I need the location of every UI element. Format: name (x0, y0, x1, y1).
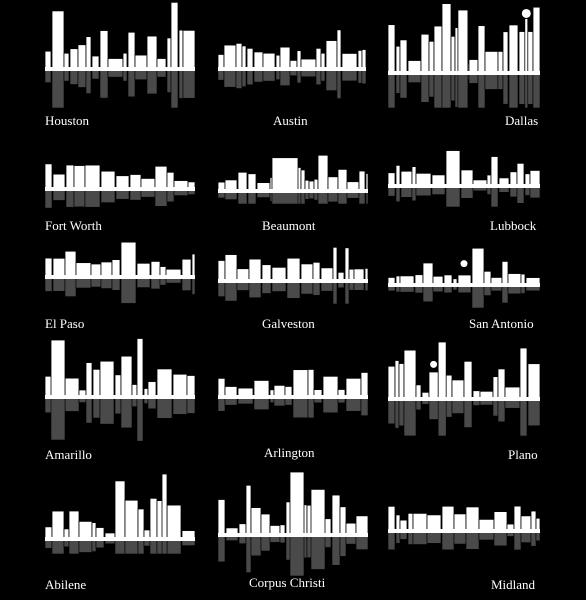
city-label-midland: Midland (491, 577, 536, 592)
city-label-abilene: Abilene (45, 577, 87, 592)
skyline-san-antonio (387, 247, 541, 309)
city-label-austin: Austin (273, 113, 308, 128)
city-label-amarillo: Amarillo (45, 447, 92, 462)
city-label-beaumont: Beaumont (262, 218, 316, 233)
skyline-amarillo (44, 338, 196, 442)
city-label-san-antonio: San Antonio (469, 316, 534, 331)
skyline-lubbock (387, 150, 541, 208)
skyline-el-paso (44, 241, 196, 304)
skyline-abilene (44, 473, 196, 555)
skyline-galveston (217, 246, 369, 305)
skyline-arlington (217, 369, 369, 419)
skyline-dallas (387, 3, 541, 109)
skyline-fort-worth (44, 163, 196, 209)
skyline-midland (387, 505, 541, 551)
city-label-houston: Houston (45, 113, 90, 128)
skyline-plano (387, 341, 541, 437)
city-label-lubbock: Lubbock (490, 218, 537, 233)
city-label-corpus-christi: Corpus Christi (249, 575, 326, 590)
city-label-plano: Plano (508, 447, 538, 462)
skyline-beaumont (217, 154, 369, 205)
skyline-corpus-christi (217, 471, 369, 577)
skyline-austin (217, 29, 367, 99)
city-label-arlington: Arlington (264, 445, 315, 460)
city-label-el-paso: El Paso (45, 316, 85, 331)
city-label-fort-worth: Fort Worth (45, 218, 102, 233)
city-label-galveston: Galveston (262, 316, 315, 331)
city-label-dallas: Dallas (505, 113, 539, 128)
skyline-houston (44, 1, 196, 109)
